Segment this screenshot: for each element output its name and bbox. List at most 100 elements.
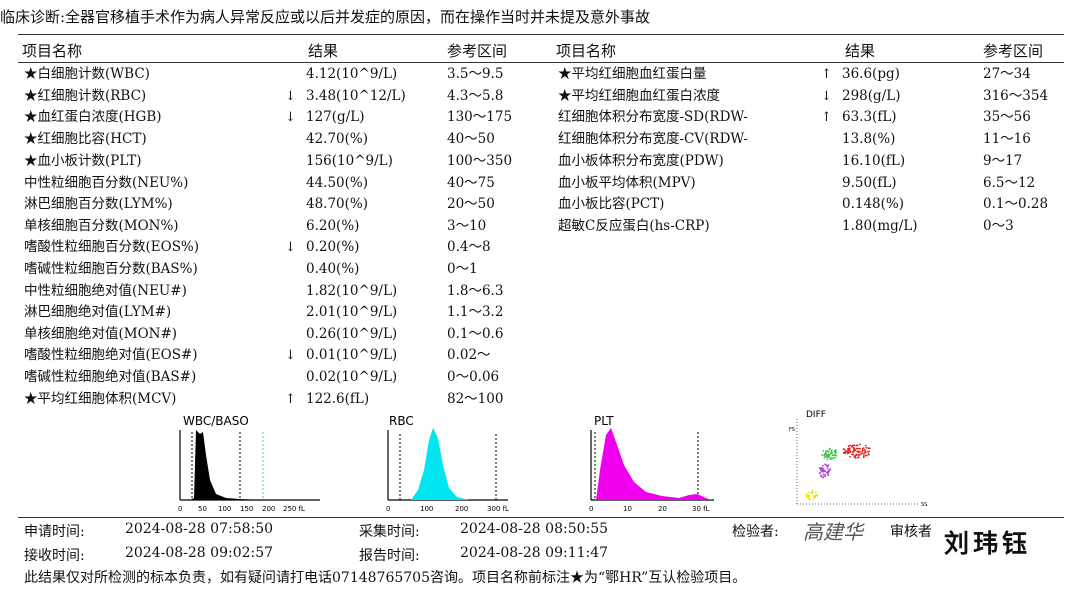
test-name: 单核细胞百分数(MON%) [24,218,179,234]
test-result: 48.70(%) [306,196,369,212]
test-name: ★红细胞计数(RBC) [24,88,147,104]
request-time-label: 申请时间: [24,524,85,540]
scatter-dot [849,455,851,458]
scatter-dot [824,475,827,477]
scatter-dot [812,498,815,500]
test-name: 血小板平均体积(MPV) [558,175,696,191]
scatter-dot [861,450,864,453]
scatter-dot [835,449,837,452]
test-name: 红细胞体积分布宽度-CV(RDW- [558,131,748,147]
scatter-dot [863,455,865,457]
scatter-dot [806,495,809,498]
scatter-dot [834,450,837,453]
reference-range: 40～50 [447,131,495,147]
test-name: ★平均红细胞体积(MCV) [24,391,177,407]
reference-range: 82～100 [447,391,504,407]
scatter-dot [826,467,829,470]
scatter-dot [862,447,865,449]
yellow-cluster [805,490,819,501]
reference-range: 4.3～5.8 [447,88,504,104]
scatter-dot [859,453,861,456]
reference-range: 11～16 [983,131,1031,147]
purple-cluster [818,463,832,479]
scatter-dot [829,457,832,460]
test-name: ★红细胞比容(HCT) [24,131,147,147]
svg-text:50: 50 [198,505,207,513]
scatter-dot [827,450,830,453]
reference-range: 1.1～3.2 [447,304,504,320]
reference-range: 40～75 [447,175,495,191]
header-top-rule [18,34,1064,35]
reference-range: 100～350 [447,153,513,169]
scatter-dot [820,475,823,478]
svg-text:300 fL: 300 fL [487,505,509,513]
scatter-dot [859,447,861,450]
scatter-dot [855,447,858,450]
test-name: ★血红蛋白浓度(HGB) [24,109,162,125]
reference-range: 35～56 [983,109,1031,125]
scatter-dot [833,456,836,459]
svg-text:150: 150 [240,505,253,513]
report-time-label: 报告时间: [359,548,420,564]
test-result: 156(10^9/L) [306,153,393,169]
scatter-dot [822,450,825,452]
rbc-histogram: RBC 0 100 200 300 fL [386,414,509,513]
test-name: ★血小板计数(PLT) [24,153,142,169]
scatter-dot [835,455,838,457]
test-result: 1.82(10^9/L) [306,283,398,299]
abnormal-flag: ↑ [821,67,832,82]
scatter-dot [855,454,857,457]
test-name: ★白细胞计数(WBC) [24,66,150,82]
disclaimer-note: 此结果仅对所检测的标本负责，如有疑问请打电话07148765705咨询。项目名称… [24,570,747,586]
scatter-dot [853,448,855,451]
plt-histogram: PLT 0 10 20 30 fL [589,414,714,513]
scatter-dot [860,452,863,455]
test-name: 嗜酸性粒细胞百分数(EOS%) [24,239,200,255]
svg-text:100: 100 [218,505,231,513]
scatter-dot [848,451,850,454]
test-name: 单核细胞绝对值(MON#) [24,326,178,342]
abnormal-flag: ↓ [285,89,296,104]
wbc-distribution-curve [190,430,262,500]
scatter-dot [857,450,860,453]
scatter-dot [824,463,826,466]
scatter-dot [830,449,833,452]
svg-text:0: 0 [589,505,593,513]
reviewer-signature: 刘玮钰 [944,529,1032,558]
scatter-dot [819,472,822,475]
svg-text:0: 0 [386,505,390,513]
scatter-dot [844,450,847,452]
scatter-dot [808,491,810,494]
reference-range: 0.02～ [447,347,491,363]
scatter-dot [819,469,822,471]
scatter-dot [857,453,859,456]
scatter-dot [849,450,852,453]
diff-dot-clusters [805,443,871,501]
scatter-dot [805,493,808,495]
reference-range: 0.4～8 [447,239,491,255]
scatter-dot [866,451,869,453]
scatter-dot [812,490,814,492]
test-result: 1.80(mg/L) [842,218,918,234]
tester-signature: 高建华 [803,520,863,544]
scatter-dot [821,467,824,469]
reference-range: 1.8～6.3 [447,283,504,299]
scatter-dot [849,444,851,447]
abnormal-flag: ↑ [285,392,296,407]
plt-histogram-title: PLT [594,414,614,428]
test-result: 9.50(fL) [842,175,897,191]
test-result: 4.12(10^9/L) [306,66,398,82]
test-name: 淋巴细胞百分数(LYM%) [24,196,173,212]
scatter-dot [834,453,836,456]
wbc-histogram-title: WBC/BASO [183,414,249,428]
scatter-dot [827,465,829,467]
scatter-dot [852,446,855,449]
scatter-dot [823,457,826,459]
reference-range: 0～0.06 [447,369,500,385]
left-header-result: 结果 [308,42,339,60]
scatter-dot [828,448,831,451]
diff-y-label: FS [789,427,795,433]
test-name: 嗜酸性粒细胞绝对值(EOS#) [24,347,198,363]
scatter-dot [865,446,868,449]
scatter-dot [824,455,827,458]
